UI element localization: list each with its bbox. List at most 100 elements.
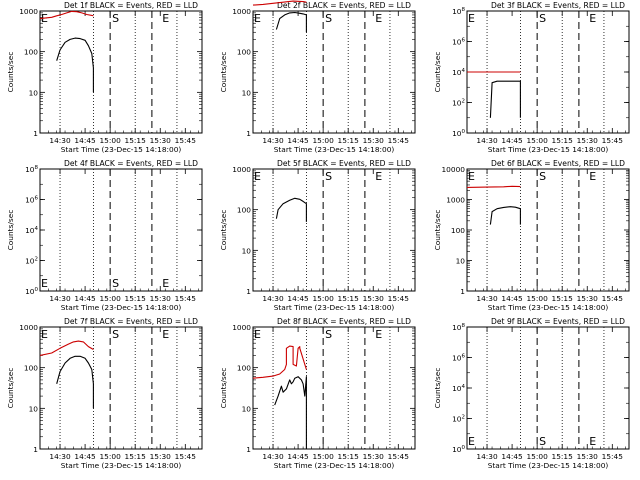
events-rate-line	[56, 355, 94, 409]
detector-panel: Det 1f BLACK = Events, RED = LLD 1 10 100 10…	[6, 1, 203, 154]
x-tick-label: 14:30	[262, 294, 284, 303]
x-tick-label: 15:00	[526, 294, 548, 303]
x-tick-label: 14:30	[476, 452, 498, 461]
x-tick-label: 15:30	[363, 136, 385, 145]
x-tick-label: 15:45	[175, 136, 197, 145]
x-tick-label: 15:30	[150, 452, 172, 461]
y-tick-label: 1000	[446, 196, 465, 205]
events-rate-line	[489, 206, 521, 225]
x-tick-label: 14:30	[49, 136, 71, 145]
x-tick-label: 15:15	[338, 136, 360, 145]
x-tick-label: 15:30	[577, 452, 599, 461]
event-marker-label: S	[539, 12, 546, 25]
x-tick-label: 14:45	[74, 136, 96, 145]
y-tick-label: 108	[25, 165, 38, 174]
event-marker-label: E	[41, 277, 48, 290]
x-tick-label: 15:30	[363, 452, 385, 461]
panel-title: Det 8f BLACK = Events, RED = LLD	[277, 317, 411, 326]
y-tick-label: 102	[25, 257, 38, 266]
x-tick-label: 15:00	[526, 452, 548, 461]
panel-title: Det 6f BLACK = Events, RED = LLD	[491, 159, 625, 168]
x-tick-label: 14:30	[476, 294, 498, 303]
x-tick-label: 14:30	[49, 294, 71, 303]
x-tick-label: 15:15	[552, 136, 574, 145]
y-tick-label: 100	[25, 287, 38, 296]
x-tick-label: 14:45	[287, 452, 309, 461]
x-tick-label: 14:30	[49, 452, 71, 461]
x-tick-label: 14:45	[501, 294, 523, 303]
plot-frame	[252, 326, 416, 450]
y-tick-label: 106	[452, 354, 465, 363]
event-marker-label: E	[375, 170, 382, 183]
panel-title: Det 1f BLACK = Events, RED = LLD	[64, 1, 198, 10]
x-tick-label: 15:45	[602, 136, 624, 145]
y-tick-label: 1	[246, 129, 251, 138]
x-tick-label: 15:30	[150, 136, 172, 145]
event-marker-label: E	[254, 170, 261, 183]
x-tick-label: 15:00	[312, 452, 334, 461]
events-rate-line	[56, 37, 94, 93]
y-tick-label: 10000	[441, 165, 465, 174]
x-tick-label: 15:00	[99, 294, 121, 303]
event-marker-label: S	[539, 170, 546, 183]
y-axis-label: Counts/sec	[219, 52, 228, 93]
y-tick-label: 104	[25, 226, 38, 235]
x-tick-label: 14:45	[74, 452, 96, 461]
y-tick-label: 1000	[232, 323, 251, 332]
lld-rate-line	[252, 345, 307, 379]
y-tick-label: 108	[452, 323, 465, 332]
panel-title: Det 2f BLACK = Events, RED = LLD	[277, 1, 411, 10]
event-marker-label: E	[375, 328, 382, 341]
x-tick-label: 15:15	[125, 452, 147, 461]
y-tick-label: 100	[237, 48, 251, 57]
event-marker-label: E	[375, 12, 382, 25]
plot-frame	[252, 10, 416, 134]
event-marker-label: S	[325, 328, 332, 341]
y-axis-label: Counts/sec	[6, 210, 15, 251]
x-axis-label: Start Time (23-Dec-15 14:18:00)	[488, 303, 609, 312]
event-marker-label: S	[112, 277, 119, 290]
x-axis-label: Start Time (23-Dec-15 14:18:00)	[61, 303, 182, 312]
x-tick-label: 15:15	[338, 294, 360, 303]
x-tick-label: 15:15	[552, 452, 574, 461]
x-tick-label: 14:30	[262, 136, 284, 145]
y-tick-label: 1000	[19, 7, 38, 16]
x-axis-label: Start Time (23-Dec-15 14:18:00)	[274, 461, 395, 470]
x-tick-label: 15:00	[99, 136, 121, 145]
y-tick-label: 10	[242, 404, 252, 413]
y-tick-label: 10	[29, 88, 39, 97]
plot-frame	[39, 10, 203, 134]
events-rate-line	[275, 197, 307, 222]
event-marker-label: E	[41, 328, 48, 341]
y-tick-label: 106	[25, 196, 38, 205]
plot-frame	[39, 168, 203, 292]
plot-frame	[252, 168, 416, 292]
x-axis-label: Start Time (23-Dec-15 14:18:00)	[61, 145, 182, 154]
event-marker-label: E	[162, 12, 169, 25]
y-tick-label: 100	[237, 364, 251, 373]
y-axis-label: Counts/sec	[433, 52, 442, 93]
x-tick-label: 15:45	[602, 294, 624, 303]
y-tick-label: 1	[246, 287, 251, 296]
y-tick-label: 100	[24, 364, 38, 373]
detector-panel: Det 9f BLACK = Events, RED = LLD 100 102 10…	[433, 317, 630, 470]
detector-panel: Det 3f BLACK = Events, RED = LLD 100 102 10…	[433, 1, 630, 154]
y-axis-label: Counts/sec	[6, 368, 15, 409]
y-axis-label: Counts/sec	[219, 210, 228, 251]
event-marker-label: E	[254, 12, 261, 25]
x-tick-label: 15:15	[338, 452, 360, 461]
lld-rate-line	[39, 10, 94, 20]
y-axis-label: Counts/sec	[219, 368, 228, 409]
events-rate-line	[275, 11, 307, 33]
x-tick-label: 14:45	[501, 452, 523, 461]
panel-title: Det 5f BLACK = Events, RED = LLD	[277, 159, 411, 168]
detector-panel: Det 7f BLACK = Events, RED = LLD 1 10 100 10…	[6, 317, 203, 470]
x-axis-label: Start Time (23-Dec-15 14:18:00)	[274, 303, 395, 312]
event-marker-label: S	[539, 435, 546, 448]
y-tick-label: 10	[456, 257, 466, 266]
x-tick-label: 14:45	[287, 136, 309, 145]
y-tick-label: 1000	[232, 7, 251, 16]
y-tick-label: 100	[451, 226, 465, 235]
y-tick-label: 104	[452, 384, 465, 393]
x-tick-label: 15:45	[175, 294, 197, 303]
